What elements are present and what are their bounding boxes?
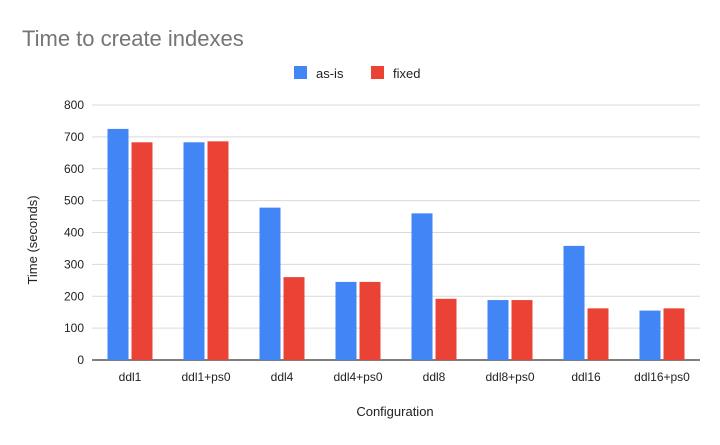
x-tick-label: ddl4 [271, 370, 294, 384]
y-tick-label: 500 [64, 194, 84, 208]
bar-as-is-ddl16 [563, 245, 585, 360]
y-tick-label: 100 [64, 321, 84, 335]
y-axis-label: Time (seconds) [25, 195, 40, 284]
x-tick-label: ddl8 [423, 370, 446, 384]
y-axis-ticks: 0 100 200 300 400 500 600 700 800 [64, 98, 84, 367]
legend-label-fixed: fixed [393, 66, 420, 81]
x-tick-label: ddl16 [571, 370, 601, 384]
bars [107, 128, 685, 360]
bar-fixed-ddl1+ps0 [207, 141, 229, 360]
bar-fixed-ddl1 [131, 142, 153, 360]
y-tick-label: 800 [64, 98, 84, 112]
bar-fixed-ddl4+ps0 [359, 281, 381, 360]
bar-fixed-ddl8+ps0 [511, 300, 533, 360]
legend-label-as-is: as-is [316, 66, 344, 81]
bar-as-is-ddl16+ps0 [639, 310, 661, 360]
y-tick-label: 0 [77, 353, 84, 367]
legend-swatch-fixed [371, 66, 384, 79]
y-tick-label: 200 [64, 289, 84, 303]
bar-fixed-ddl16+ps0 [663, 308, 685, 360]
chart-title: Time to create indexes [22, 26, 244, 51]
y-tick-label: 700 [64, 130, 84, 144]
bar-as-is-ddl4 [259, 207, 281, 360]
x-axis-ticks: ddl1 ddl1+ps0 ddl4 ddl4+ps0 ddl8 ddl8+ps0 ddl1… [119, 370, 691, 384]
bar-fixed-ddl16 [587, 308, 609, 360]
y-tick-label: 300 [64, 257, 84, 271]
x-tick-label: ddl1+ps0 [181, 370, 230, 384]
bar-as-is-ddl8 [411, 213, 433, 360]
bar-as-is-ddl1 [107, 128, 129, 360]
gridlines [92, 104, 700, 361]
x-tick-label: ddl8+ps0 [485, 370, 534, 384]
legend: as-is fixed [294, 66, 420, 81]
bar-as-is-ddl4+ps0 [335, 281, 357, 360]
x-tick-label: ddl16+ps0 [634, 370, 690, 384]
x-tick-label: ddl1 [119, 370, 142, 384]
bar-fixed-ddl8 [435, 298, 457, 360]
bar-fixed-ddl4 [283, 277, 305, 360]
bar-as-is-ddl8+ps0 [487, 300, 509, 360]
bar-as-is-ddl1+ps0 [183, 142, 205, 360]
y-tick-label: 600 [64, 162, 84, 176]
x-tick-label: ddl4+ps0 [333, 370, 382, 384]
x-axis-label: Configuration [356, 404, 433, 419]
legend-swatch-as-is [294, 66, 307, 79]
y-tick-label: 400 [64, 226, 84, 240]
